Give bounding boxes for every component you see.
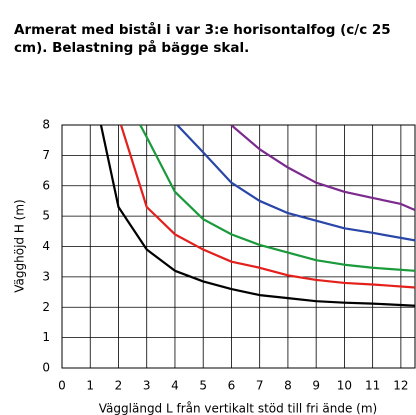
x-tick-label: 5 — [199, 379, 207, 393]
x-tick-label: 7 — [256, 379, 264, 393]
curve — [176, 125, 415, 242]
x-tick-label: 6 — [228, 379, 236, 393]
y-tick-label: 4 — [42, 239, 50, 253]
y-tick-label: 5 — [42, 209, 50, 223]
y-tick-label: 3 — [42, 269, 50, 283]
x-tick-label: 0 — [58, 379, 66, 393]
y-tick-label: 8 — [42, 118, 50, 132]
series-group — [99, 125, 415, 307]
curve — [99, 125, 415, 307]
x-tick-label: 11 — [365, 379, 380, 393]
x-tick-label: 10 — [337, 379, 352, 393]
x-tick-label: 12 — [393, 379, 408, 393]
x-axis-label: Vägglängd L från vertikalt stöd till fri… — [99, 402, 377, 415]
curve — [119, 125, 415, 289]
x-tick-label: 9 — [312, 379, 320, 393]
y-tick-label: 0 — [42, 361, 50, 375]
chart-title: Armerat med bistål i var 3:e horisontalf… — [14, 21, 391, 38]
plot-frame — [61, 124, 416, 369]
x-tick-label: 3 — [143, 379, 151, 393]
chart-title: cm). Belastning på bägge skal. — [14, 39, 249, 56]
y-tick-label: 6 — [42, 178, 50, 192]
x-tick-label: 4 — [171, 379, 179, 393]
y-tick-label: 2 — [42, 300, 50, 314]
curve — [139, 125, 415, 272]
y-axis-label: Vägghöjd H (m) — [13, 199, 27, 292]
y-tick-label: 1 — [42, 330, 50, 344]
x-tick-label: 8 — [284, 379, 292, 393]
x-tick-label: 2 — [115, 379, 123, 393]
x-tick-label: 1 — [86, 379, 94, 393]
y-tick-label: 7 — [42, 148, 50, 162]
curve — [230, 125, 415, 212]
